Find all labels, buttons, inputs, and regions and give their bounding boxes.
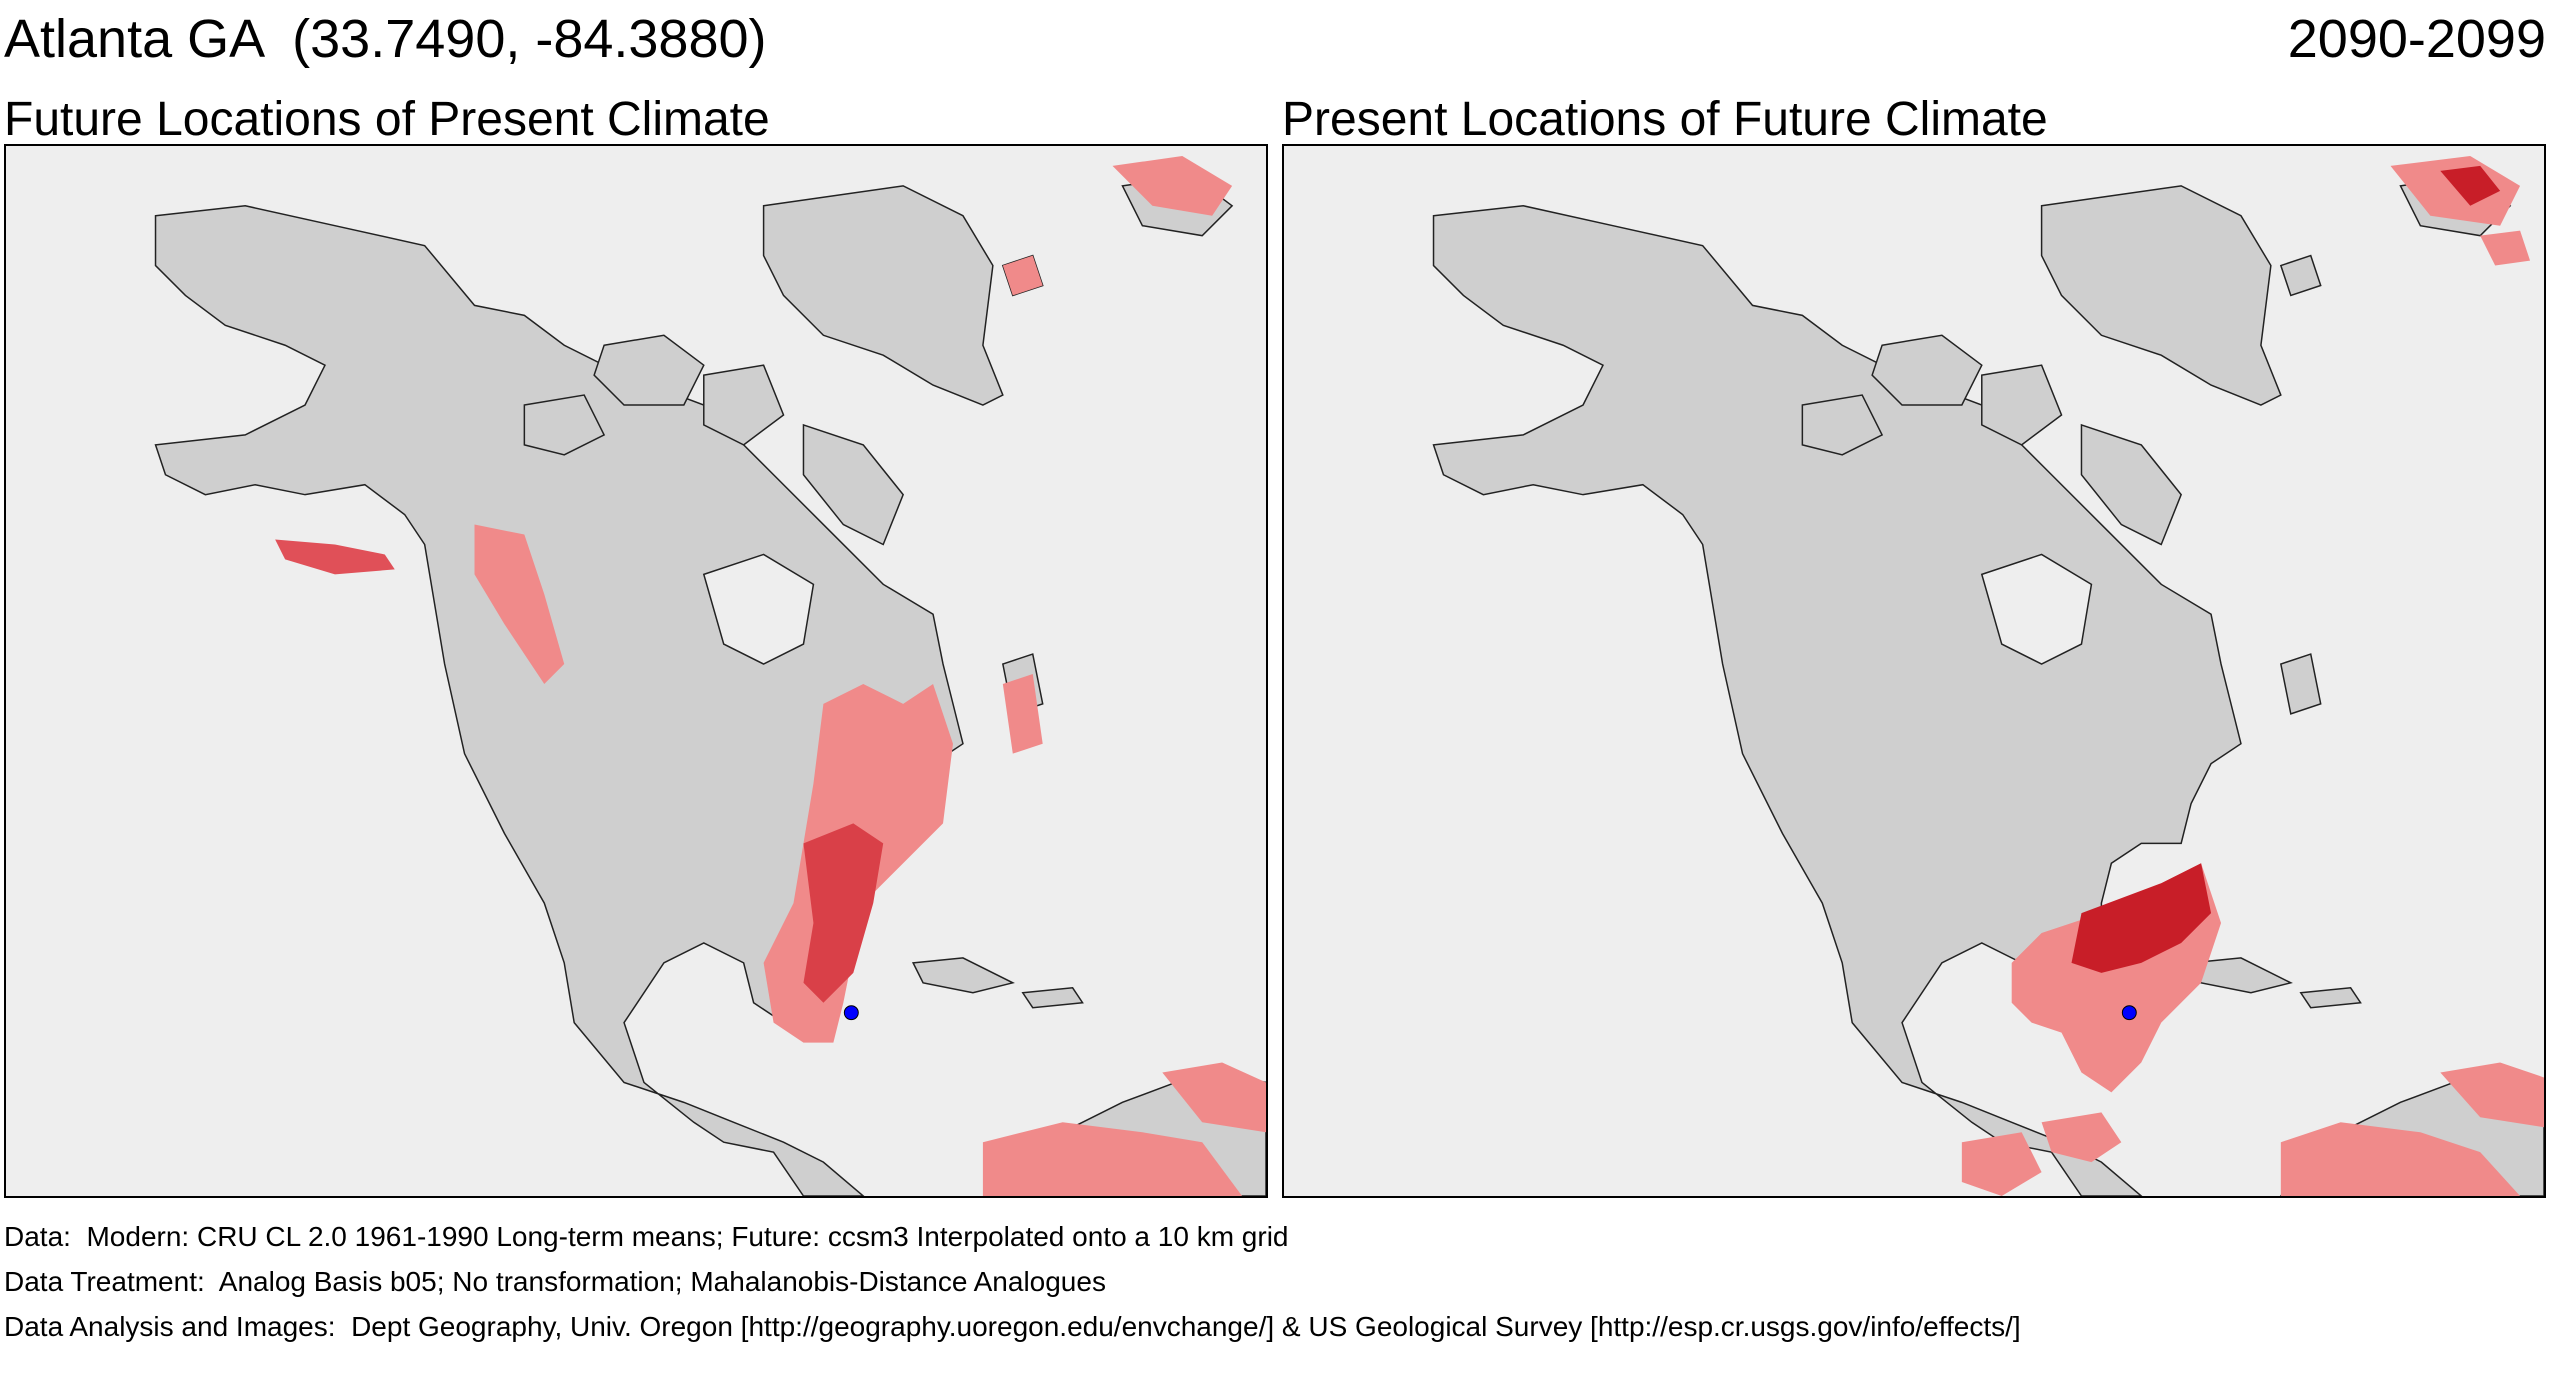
period-title: 2090-2099 [2287, 9, 2546, 69]
left-map-svg [154, 155, 1266, 1196]
right-map-svg [1432, 155, 2544, 1196]
left-panel-title: Future Locations of Present Climate [4, 93, 770, 146]
landmass [154, 175, 1266, 1196]
landmass [1432, 175, 2544, 1196]
analog-regions [1961, 155, 2544, 1196]
footer-treatment-line: Data Treatment: Analog Basis b05; No tra… [4, 1266, 1106, 1297]
footer-data-line: Data: Modern: CRU CL 2.0 1961-1990 Long-… [4, 1221, 1289, 1252]
location-marker [843, 1005, 859, 1021]
location-title: Atlanta GA (33.7490, -84.3880) [4, 9, 767, 69]
left-map-panel[interactable] [4, 144, 1268, 1198]
footer-analysis-line: Data Analysis and Images: Dept Geography… [4, 1311, 2021, 1342]
location-marker [2121, 1005, 2137, 1021]
right-map-panel[interactable] [1282, 144, 2546, 1198]
analog-regions [275, 155, 1266, 1196]
right-panel-title: Present Locations of Future Climate [1282, 93, 2048, 146]
